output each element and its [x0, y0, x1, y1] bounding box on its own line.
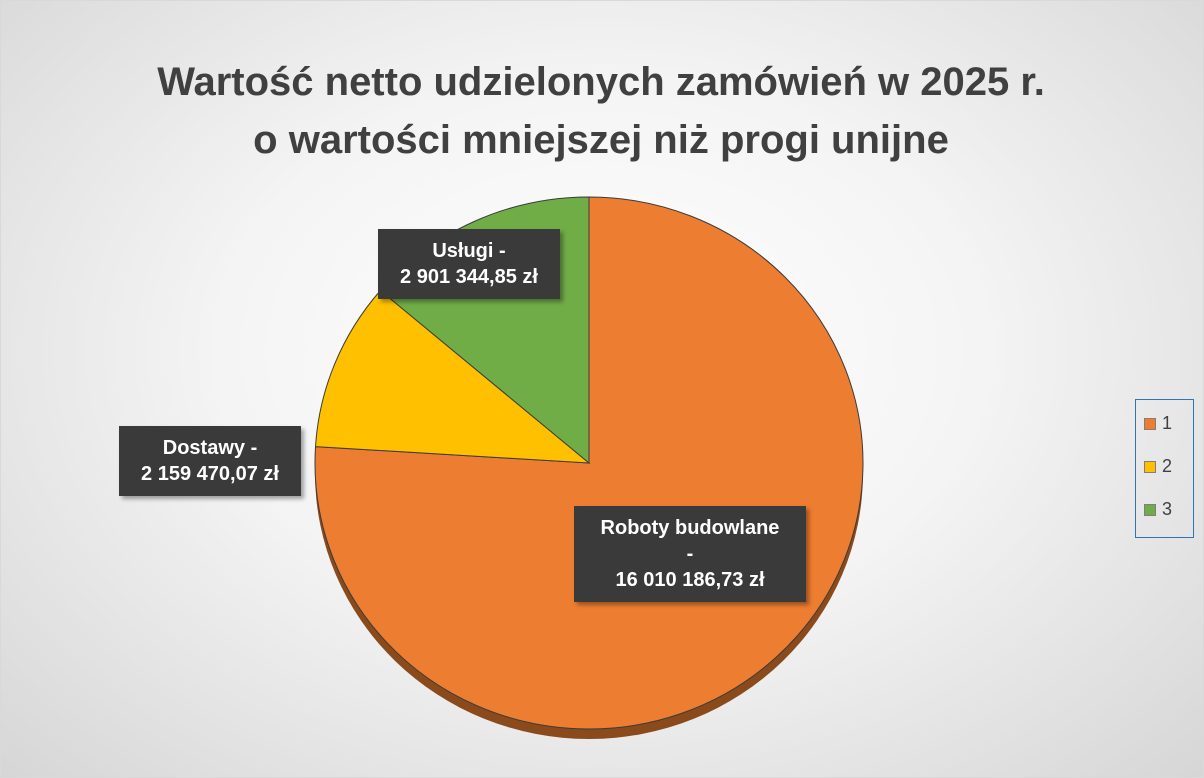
- legend-item: 2: [1144, 455, 1172, 477]
- legend-swatch: [1144, 504, 1156, 516]
- legend: 1 2 3: [1135, 399, 1194, 538]
- data-label: Usługi - 2 901 344,85 zł: [378, 229, 560, 299]
- legend-label: 3: [1162, 499, 1173, 519]
- pie-slice: [314, 289, 591, 464]
- legend-item: 3: [1144, 498, 1172, 520]
- legend-item: 1: [1144, 412, 1172, 434]
- legend-swatch: [1144, 461, 1156, 473]
- legend-label: 2: [1162, 456, 1173, 476]
- legend-swatch: [1144, 418, 1156, 430]
- data-label: Dostawy - 2 159 470,07 zł: [119, 426, 301, 496]
- legend-label: 1: [1162, 413, 1173, 433]
- chart-title: Wartość netto udzielonych zamówień w 202…: [157, 60, 1045, 162]
- data-label: Roboty budowlane - 16 010 186,73 zł: [574, 506, 806, 602]
